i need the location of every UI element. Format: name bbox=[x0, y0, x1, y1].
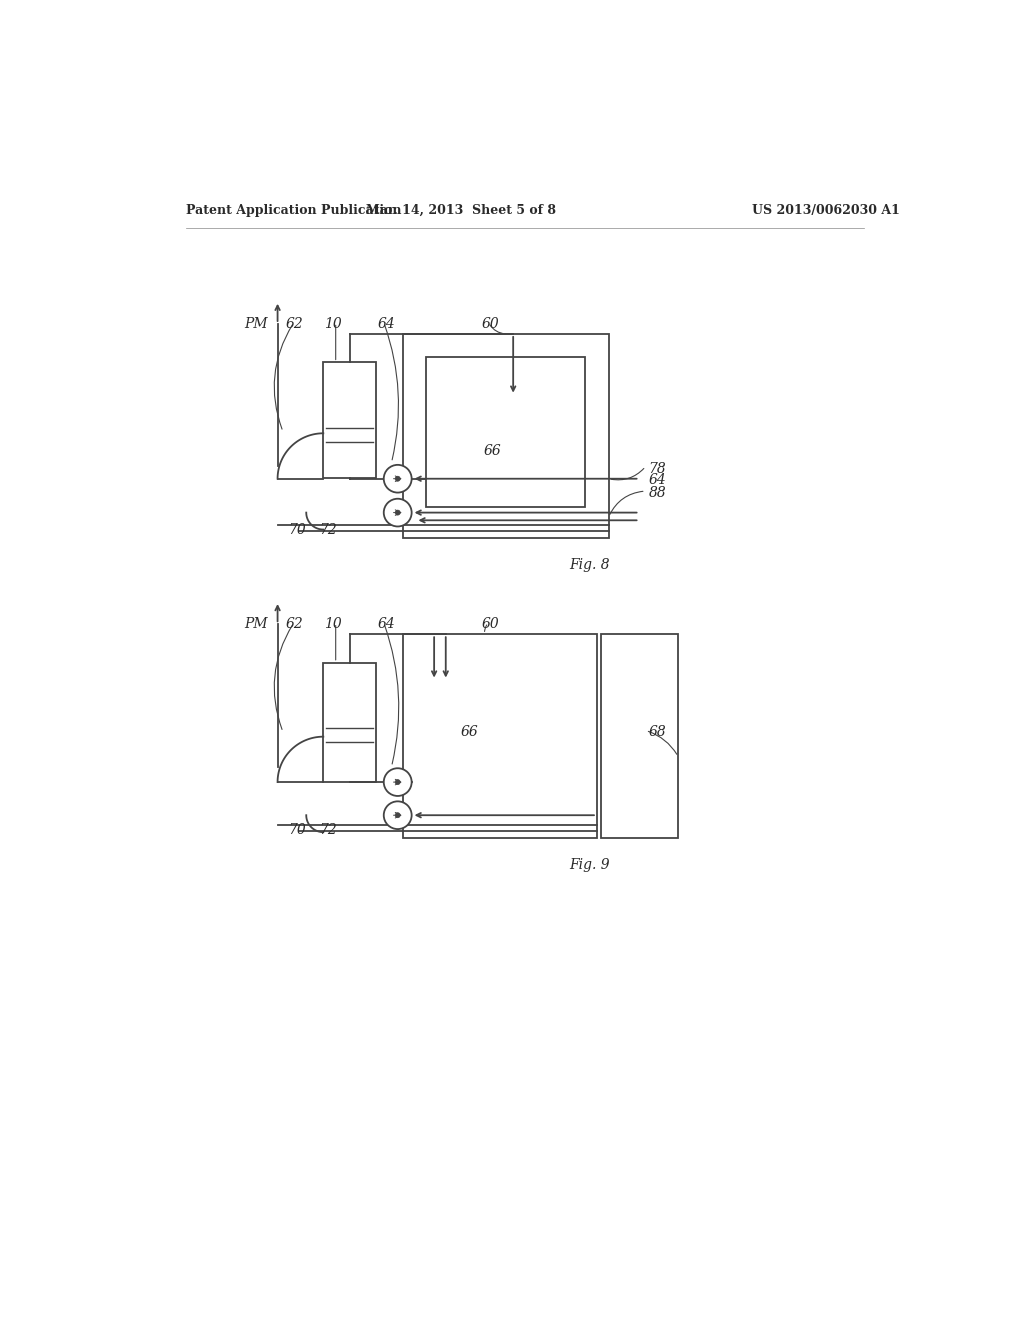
Text: 62: 62 bbox=[286, 317, 303, 331]
Circle shape bbox=[395, 780, 400, 784]
Bar bbox=[601, 635, 678, 838]
Bar bbox=[324, 363, 376, 478]
Text: 72: 72 bbox=[319, 822, 337, 837]
Text: PM: PM bbox=[244, 618, 267, 631]
Text: 66: 66 bbox=[483, 444, 501, 458]
Text: 72: 72 bbox=[319, 523, 337, 536]
Text: Patent Application Publication: Patent Application Publication bbox=[186, 205, 401, 218]
Circle shape bbox=[384, 768, 412, 796]
Text: Mar. 14, 2013  Sheet 5 of 8: Mar. 14, 2013 Sheet 5 of 8 bbox=[367, 205, 556, 218]
Text: Fig. 8: Fig. 8 bbox=[568, 558, 609, 572]
Text: 70: 70 bbox=[288, 822, 306, 837]
Text: US 2013/0062030 A1: US 2013/0062030 A1 bbox=[752, 205, 899, 218]
Text: 66: 66 bbox=[460, 725, 478, 739]
Text: 62: 62 bbox=[286, 618, 303, 631]
Text: Fig. 9: Fig. 9 bbox=[568, 858, 609, 873]
Text: 60: 60 bbox=[482, 618, 500, 631]
Bar bbox=[324, 663, 376, 781]
Text: 60: 60 bbox=[482, 317, 500, 331]
Text: 64: 64 bbox=[377, 618, 395, 631]
Circle shape bbox=[384, 499, 412, 527]
Bar bbox=[403, 635, 597, 838]
Text: 64: 64 bbox=[649, 474, 667, 487]
Circle shape bbox=[395, 813, 400, 817]
Circle shape bbox=[384, 801, 412, 829]
Text: 64: 64 bbox=[377, 317, 395, 331]
Text: 10: 10 bbox=[325, 317, 342, 331]
Text: 78: 78 bbox=[649, 462, 667, 475]
Text: 70: 70 bbox=[288, 523, 306, 536]
Circle shape bbox=[384, 465, 412, 492]
Text: 68: 68 bbox=[649, 725, 667, 739]
Text: 10: 10 bbox=[325, 618, 342, 631]
Bar bbox=[426, 358, 586, 507]
Bar bbox=[403, 334, 608, 539]
Text: PM: PM bbox=[244, 317, 267, 331]
Text: 88: 88 bbox=[649, 486, 667, 499]
Circle shape bbox=[395, 477, 400, 482]
Circle shape bbox=[395, 510, 400, 515]
